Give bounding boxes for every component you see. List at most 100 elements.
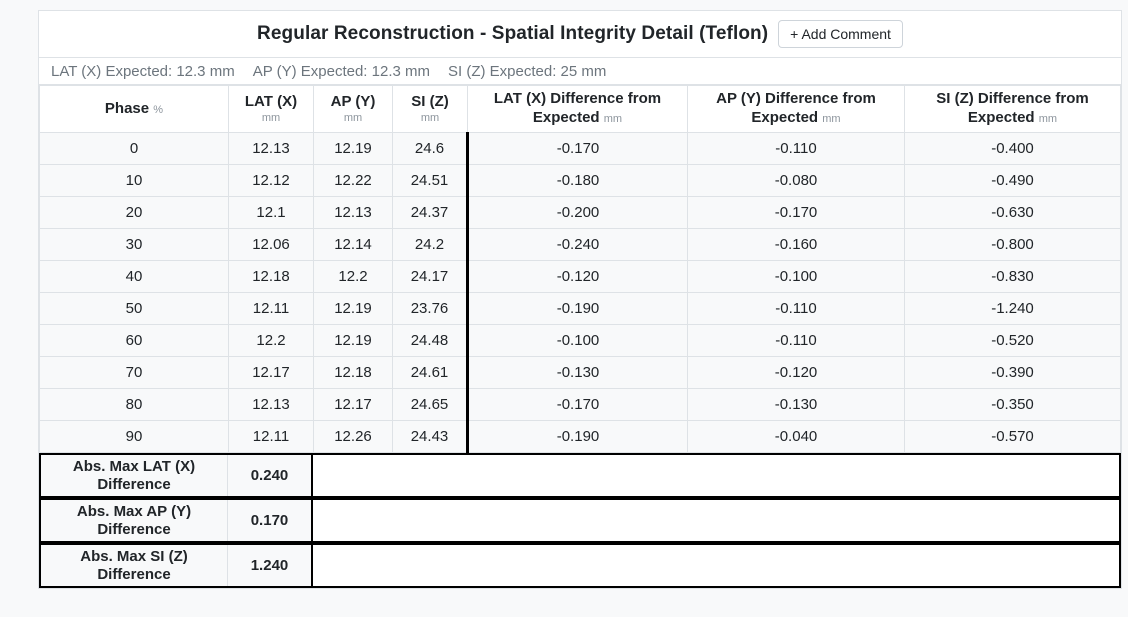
- cell-ap-diff: -0.120: [687, 356, 905, 389]
- summary-value: 0.240: [228, 455, 313, 496]
- cell-ap: 12.19: [313, 324, 393, 357]
- cell-lat-diff: -0.130: [466, 356, 688, 389]
- col-header-label: LAT (X): [244, 92, 298, 110]
- cell-si-diff: -1.240: [904, 292, 1121, 325]
- cell-lat: 12.12: [228, 164, 314, 197]
- cell-lat: 12.17: [228, 356, 314, 389]
- cell-ap: 12.2: [313, 260, 393, 293]
- cell-si-diff: -0.570: [904, 420, 1121, 453]
- cell-ap-diff: -0.040: [687, 420, 905, 453]
- cell-lat: 12.06: [228, 228, 314, 261]
- col-header-unit: mm: [822, 113, 841, 125]
- cell-ap: 12.14: [313, 228, 393, 261]
- col-header-label: LAT (X) Difference from Expected: [493, 90, 662, 126]
- cell-phase: 50: [39, 292, 229, 325]
- cell-si: 23.76: [392, 292, 468, 325]
- add-comment-button[interactable]: + Add Comment: [778, 20, 903, 48]
- summary-label: Abs. Max AP (Y) Difference: [41, 500, 228, 541]
- cell-lat-diff: -0.240: [466, 228, 688, 261]
- table-row: 90 12.11 12.26 24.43 -0.190 -0.040 -0.570: [39, 420, 1121, 453]
- cell-ap: 12.13: [313, 196, 393, 229]
- cell-si-diff: -0.400: [904, 132, 1121, 165]
- col-header-si-diff: SI (Z) Difference from Expected mm: [904, 85, 1121, 133]
- table-row: 60 12.2 12.19 24.48 -0.100 -0.110 -0.520: [39, 324, 1121, 357]
- table-row: 40 12.18 12.2 24.17 -0.120 -0.100 -0.830: [39, 260, 1121, 293]
- col-header-unit: mm: [343, 111, 363, 124]
- col-header-ap-diff: AP (Y) Difference from Expected mm: [687, 85, 905, 133]
- expected-lat-x: LAT (X) Expected: 12.3 mm: [51, 62, 235, 80]
- col-header-lat: LAT (X) mm: [228, 85, 314, 133]
- cell-si-diff: -0.830: [904, 260, 1121, 293]
- cell-si: 24.43: [392, 420, 468, 453]
- cell-phase: 60: [39, 324, 229, 357]
- cell-si: 24.51: [392, 164, 468, 197]
- cell-ap: 12.22: [313, 164, 393, 197]
- cell-si: 24.17: [392, 260, 468, 293]
- cell-si-diff: -0.520: [904, 324, 1121, 357]
- cell-lat-diff: -0.190: [466, 292, 688, 325]
- cell-si: 24.48: [392, 324, 468, 357]
- col-header-ap: AP (Y) mm: [313, 85, 393, 133]
- cell-si: 24.61: [392, 356, 468, 389]
- summary-empty-cell: [313, 500, 1119, 541]
- cell-ap: 12.19: [313, 292, 393, 325]
- cell-lat-diff: -0.170: [466, 132, 688, 165]
- col-header-unit: mm: [603, 113, 623, 125]
- expected-values-bar: LAT (X) Expected: 12.3 mm AP (Y) Expecte…: [39, 57, 1121, 85]
- cell-ap-diff: -0.160: [687, 228, 905, 261]
- col-header-unit: %: [153, 103, 164, 116]
- cell-lat: 12.13: [228, 132, 314, 165]
- summary-row-abs-max-si-z: Abs. Max SI (Z) Difference 1.240: [39, 543, 1121, 588]
- expected-ap-y: AP (Y) Expected: 12.3 mm: [252, 62, 430, 80]
- cell-si-diff: -0.350: [904, 388, 1121, 421]
- cell-ap-diff: -0.110: [687, 292, 905, 325]
- cell-si: 24.65: [392, 388, 468, 421]
- cell-lat-diff: -0.190: [466, 420, 688, 453]
- col-header-unit: mm: [1038, 113, 1058, 125]
- cell-lat-diff: -0.200: [466, 196, 688, 229]
- cell-ap-diff: -0.100: [687, 260, 905, 293]
- cell-phase: 90: [39, 420, 229, 453]
- table-row: 20 12.1 12.13 24.37 -0.200 -0.170 -0.630: [39, 196, 1121, 229]
- col-header-unit: mm: [261, 111, 281, 124]
- cell-si-diff: -0.490: [904, 164, 1121, 197]
- col-header-label: SI (Z) Difference from Expected: [936, 90, 1089, 126]
- cell-phase: 40: [39, 260, 229, 293]
- spatial-integrity-report-card: Regular Reconstruction - Spatial Integri…: [38, 10, 1122, 589]
- cell-si: 24.2: [392, 228, 468, 261]
- summary-section: Abs. Max LAT (X) Difference 0.240 Abs. Max…: [39, 453, 1121, 588]
- cell-si-diff: -0.800: [904, 228, 1121, 261]
- cell-lat: 12.1: [228, 196, 314, 229]
- col-header-unit: mm: [420, 111, 440, 124]
- table-row: 10 12.12 12.22 24.51 -0.180 -0.080 -0.490: [39, 164, 1121, 197]
- cell-lat: 12.18: [228, 260, 314, 293]
- cell-phase: 0: [39, 132, 229, 165]
- cell-ap: 12.19: [313, 132, 393, 165]
- cell-lat: 12.2: [228, 324, 314, 357]
- cell-phase: 70: [39, 356, 229, 389]
- expected-si-z: SI (Z) Expected: 25 mm: [448, 62, 607, 80]
- col-header-lat-diff: LAT (X) Difference from Expected mm: [467, 85, 688, 133]
- cell-lat-diff: -0.170: [466, 388, 688, 421]
- table-row: 50 12.11 12.19 23.76 -0.190 -0.110 -1.240: [39, 292, 1121, 325]
- cell-lat-diff: -0.180: [466, 164, 688, 197]
- col-header-si: SI (Z) mm: [392, 85, 468, 133]
- cell-ap-diff: -0.110: [687, 132, 905, 165]
- table-row: 0 12.13 12.19 24.6 -0.170 -0.110 -0.400: [39, 132, 1121, 165]
- summary-row-abs-max-lat-x: Abs. Max LAT (X) Difference 0.240: [39, 453, 1121, 498]
- cell-phase: 10: [39, 164, 229, 197]
- cell-ap-diff: -0.130: [687, 388, 905, 421]
- col-header-phase: Phase %: [39, 85, 229, 133]
- table-row: 80 12.13 12.17 24.65 -0.170 -0.130 -0.350: [39, 388, 1121, 421]
- table-header-row: Phase % LAT (X) mm AP (Y) mm SI (Z) mm LAT (X) …: [39, 85, 1121, 133]
- page-title: Regular Reconstruction - Spatial Integri…: [257, 23, 769, 44]
- cell-si: 24.37: [392, 196, 468, 229]
- cell-lat-diff: -0.120: [466, 260, 688, 293]
- cell-phase: 80: [39, 388, 229, 421]
- table-row: 70 12.17 12.18 24.61 -0.130 -0.120 -0.390: [39, 356, 1121, 389]
- cell-phase: 20: [39, 196, 229, 229]
- col-header-label: SI (Z): [411, 92, 449, 110]
- cell-ap-diff: -0.080: [687, 164, 905, 197]
- cell-si: 24.6: [392, 132, 468, 165]
- cell-si-diff: -0.390: [904, 356, 1121, 389]
